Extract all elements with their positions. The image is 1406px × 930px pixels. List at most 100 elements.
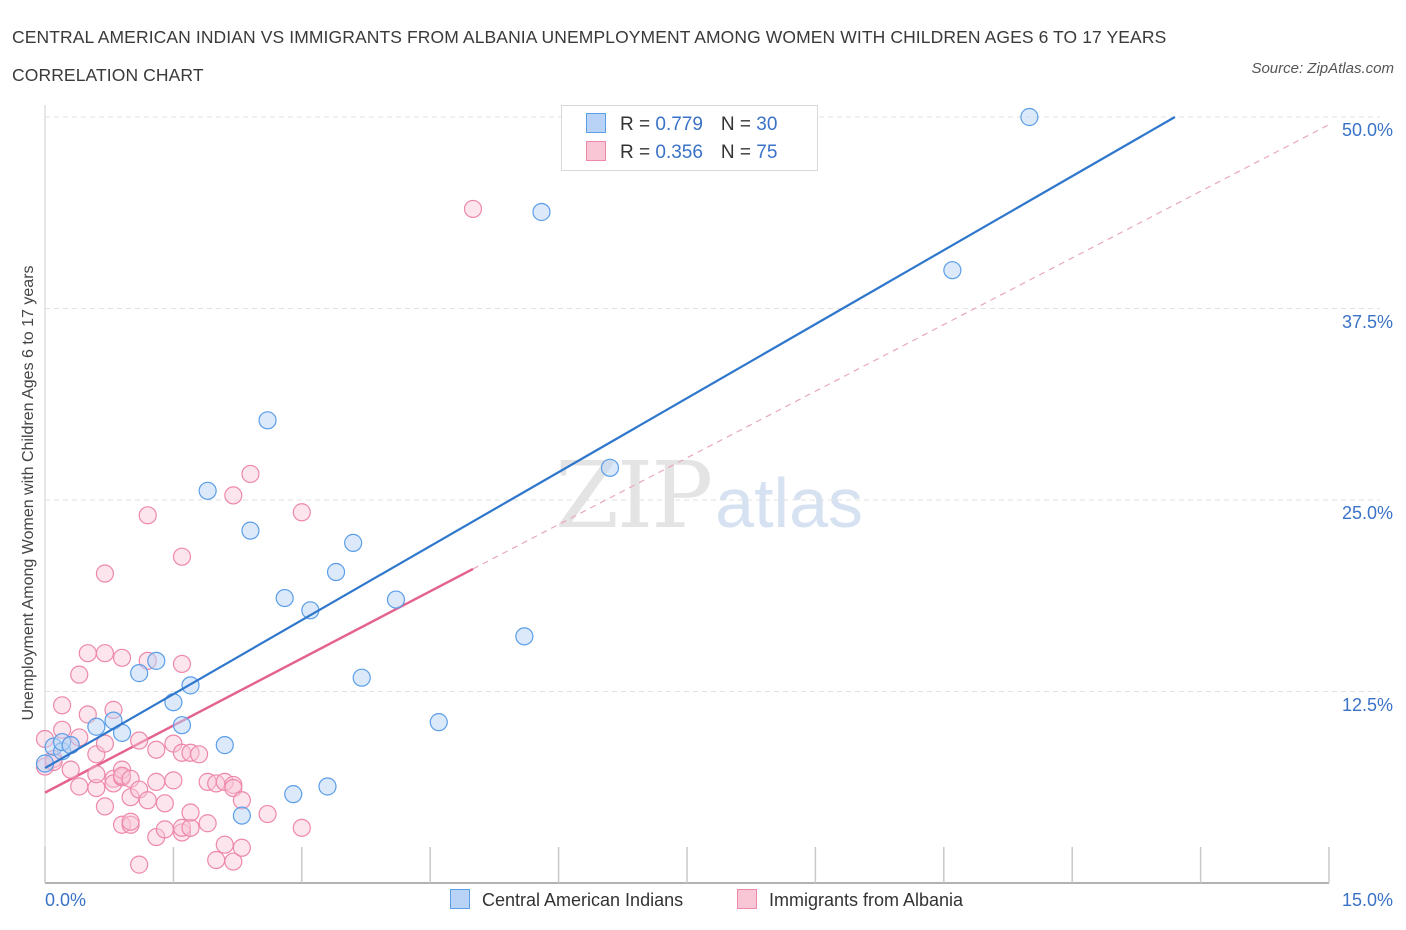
data-point-central-american-indians: [147, 651, 166, 670]
data-point-albania: [292, 818, 311, 837]
legend-r-value: 0.356: [655, 142, 703, 163]
data-point-albania: [172, 654, 192, 674]
legend-row-pink: R = 0.356 N = 75: [586, 140, 777, 166]
trend-line-dashed-albania: [472, 124, 1330, 570]
data-point-albania: [95, 564, 115, 583]
data-point-albania: [241, 464, 260, 484]
data-point-albania: [147, 772, 166, 791]
data-point-central-american-indians: [275, 588, 294, 608]
data-point-central-american-indians: [1020, 107, 1039, 127]
y-tick-label: 12.5%: [1341, 694, 1393, 715]
data-point-albania: [87, 778, 106, 798]
chart-title: CENTRAL AMERICAN INDIAN VS IMMIGRANTS FR…: [12, 27, 1167, 85]
watermark-atlas: atlas: [715, 464, 864, 542]
points-central-american-indians: [35, 107, 1039, 825]
y-tick-label: 25.0%: [1341, 503, 1393, 523]
correlation-legend: R = 0.779 N = 30 R = 0.356 N = 75: [561, 105, 818, 171]
data-point-albania: [207, 850, 226, 870]
data-point-central-american-indians: [241, 521, 260, 540]
data-point-central-american-indians: [600, 458, 620, 477]
data-point-albania: [155, 820, 174, 839]
legend-label: Central American Indians: [482, 890, 684, 910]
data-point-albania: [130, 731, 149, 750]
trend-line-central-american-indians: [44, 116, 1176, 770]
legend-swatch-blue: [450, 889, 470, 909]
data-point-central-american-indians: [87, 717, 106, 736]
data-point-albania: [138, 506, 157, 525]
data-point-albania: [95, 644, 115, 663]
data-point-albania: [164, 771, 183, 790]
data-point-central-american-indians: [326, 562, 346, 582]
data-point-albania: [70, 777, 89, 796]
data-point-central-american-indians: [515, 627, 534, 646]
grid-lines: [45, 116, 1380, 692]
data-point-central-american-indians: [352, 668, 371, 687]
data-point-albania: [155, 794, 174, 813]
legend-swatch-pink: [737, 889, 757, 909]
legend-item-immigrants-from-albania: Immigrants from Albania: [737, 889, 963, 911]
data-point-albania: [198, 814, 217, 833]
data-point-albania: [292, 503, 311, 522]
data-point-albania: [172, 547, 192, 566]
data-point-albania: [95, 797, 115, 816]
data-point-albania: [138, 791, 157, 810]
legend-item-central-american-indians: Central American Indians: [450, 889, 683, 911]
legend-r-label: R =: [620, 142, 656, 163]
data-point-central-american-indians: [943, 261, 962, 280]
legend-n-value: 75: [756, 142, 778, 163]
trend-lines-albania: [44, 124, 1330, 794]
data-point-central-american-indians: [130, 664, 149, 683]
data-point-central-american-indians: [429, 713, 448, 732]
data-point-albania: [61, 760, 80, 779]
legend-label: Immigrants from Albania: [769, 890, 964, 910]
data-point-albania: [121, 812, 140, 831]
data-point-albania: [95, 734, 115, 753]
data-point-albania: [258, 804, 277, 824]
data-point-albania: [224, 486, 243, 505]
data-point-central-american-indians: [198, 481, 217, 500]
data-point-albania: [232, 838, 251, 857]
data-point-albania: [87, 765, 106, 784]
data-point-albania: [189, 745, 209, 764]
x-tick-label-min: 0.0%: [45, 890, 87, 910]
data-point-albania: [53, 696, 72, 715]
data-point-central-american-indians: [318, 777, 337, 796]
data-point-central-american-indians: [532, 202, 551, 222]
data-point-albania: [70, 665, 89, 684]
data-point-central-american-indians: [284, 785, 303, 804]
data-point-albania: [232, 791, 251, 810]
trend-line-albania: [44, 567, 474, 794]
y-tick-label: 37.5%: [1341, 311, 1393, 332]
data-point-central-american-indians: [232, 806, 251, 825]
legend-row-blue: R = 0.779 N = 30: [586, 112, 777, 138]
data-point-central-american-indians: [215, 736, 234, 755]
data-point-albania: [224, 852, 243, 871]
data-point-central-american-indians: [172, 716, 192, 735]
data-point-albania: [78, 644, 97, 663]
legend-swatch-pink: [586, 141, 606, 161]
axes: [44, 105, 1330, 884]
data-point-albania: [172, 823, 192, 842]
data-point-albania: [147, 740, 166, 759]
data-point-central-american-indians: [258, 411, 277, 430]
data-point-albania: [112, 648, 132, 667]
y-tick-label: 50.0%: [1341, 120, 1393, 140]
x-tick-label-max: 15.0%: [1341, 890, 1393, 910]
legend-r-value: 0.779: [655, 114, 703, 135]
points-albania: [35, 199, 483, 874]
legend-n-value: 30: [756, 114, 778, 135]
data-point-central-american-indians: [386, 590, 406, 609]
trend-line-central-american-indians: [44, 116, 1176, 770]
source-label: Source: ZipAtlas.com: [1251, 60, 1394, 77]
data-point-albania: [215, 835, 234, 854]
data-point-albania: [463, 199, 483, 219]
data-point-albania: [181, 803, 200, 822]
legend-n-label: N =: [720, 142, 757, 163]
data-point-albania: [181, 818, 200, 837]
data-point-central-american-indians: [344, 533, 363, 552]
data-point-albania: [130, 855, 149, 874]
legend-swatch-blue: [586, 113, 606, 133]
legend-r-label: R =: [620, 114, 656, 135]
legend-n-label: N =: [720, 114, 757, 135]
